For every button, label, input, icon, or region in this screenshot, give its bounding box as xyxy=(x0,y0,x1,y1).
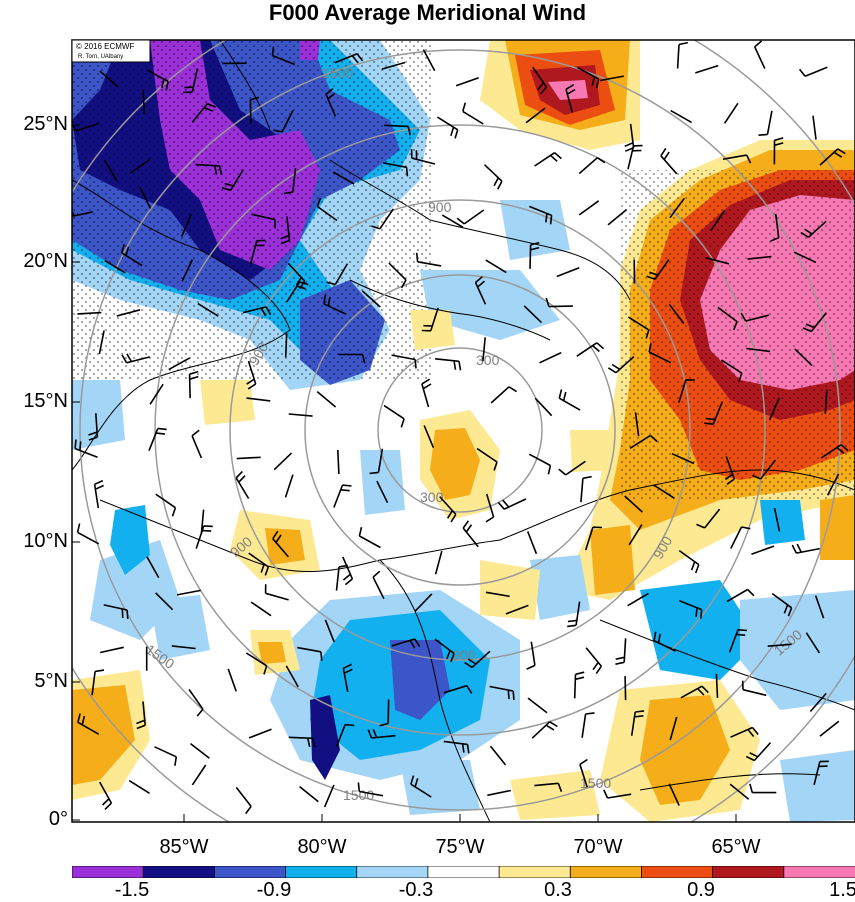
colorbar-swatch xyxy=(214,866,286,878)
lat-label: 10°N xyxy=(20,530,68,553)
colorbar xyxy=(72,866,855,878)
colorbar-swatch xyxy=(641,866,713,878)
colorbar-swatch xyxy=(570,866,642,878)
lon-label: 75°W xyxy=(415,836,505,859)
credit-box: © 2016 ECMWF R. Torn, UAlbany xyxy=(72,40,150,62)
credit-line1: © 2016 ECMWF xyxy=(76,42,134,51)
colorbar-swatch xyxy=(143,866,215,878)
ring-label: 900 xyxy=(452,647,476,663)
ring-label: 300 xyxy=(476,352,500,368)
colorbar-label: -0.9 xyxy=(244,879,304,902)
lat-label: 20°N xyxy=(20,250,68,273)
colorbar-label: 1.5 xyxy=(813,879,855,902)
lon-label: 65°W xyxy=(691,836,781,859)
colorbar-label: -0.3 xyxy=(386,879,446,902)
lon-label: 70°W xyxy=(553,836,643,859)
wind-barb xyxy=(625,676,626,700)
lat-label: 0° xyxy=(20,808,68,831)
lat-label: 25°N xyxy=(20,113,68,136)
lat-label: 15°N xyxy=(20,390,68,413)
credit-line2: R. Torn, UAlbany xyxy=(78,54,123,60)
colorbar-swatch xyxy=(72,866,144,878)
wind-barb xyxy=(338,450,339,474)
colorbar-swatch xyxy=(357,866,429,878)
colorbar-swatch xyxy=(428,866,500,878)
ring-label: 1500 xyxy=(322,65,353,81)
lon-label: 85°W xyxy=(139,836,229,859)
wind-barb xyxy=(143,90,144,114)
wind-barb xyxy=(716,674,717,698)
colorbar-swatch xyxy=(286,866,358,878)
wind-barb xyxy=(286,333,287,357)
colorbar-swatch xyxy=(713,866,785,878)
lon-label: 80°W xyxy=(277,836,367,859)
colorbar-label: 0.9 xyxy=(671,879,731,902)
lat-label: 5°N xyxy=(20,670,68,693)
ring-label: 900 xyxy=(428,199,452,215)
colorbar-label: 0.3 xyxy=(528,879,588,902)
colorbar-swatch xyxy=(499,866,571,878)
colorbar-swatch xyxy=(784,866,855,878)
colorbar-label: -1.5 xyxy=(102,879,162,902)
